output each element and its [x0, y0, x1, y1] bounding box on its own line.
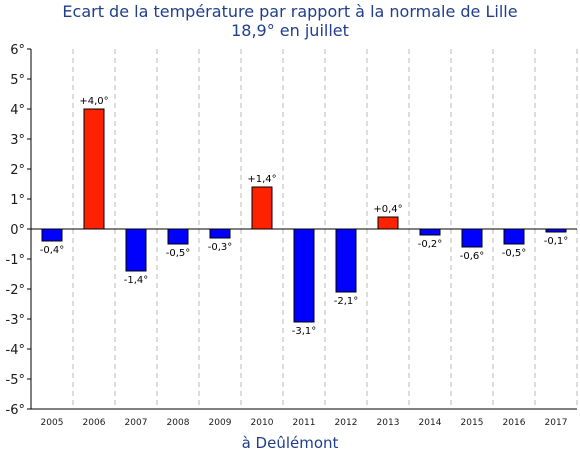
x-tick-label: 2013: [377, 418, 400, 428]
x-tick-label: 2007: [125, 418, 148, 428]
x-tick-label: 2009: [209, 418, 232, 428]
bar: [167, 228, 189, 245]
x-tick-label: 2010: [251, 418, 274, 428]
y-tick-label: 0°: [10, 223, 25, 238]
chart-subtitle: 18,9° en juillet: [231, 21, 349, 40]
data-label: -3,1°: [292, 326, 317, 337]
x-tick-label: 2012: [335, 418, 358, 428]
data-label: -2,1°: [334, 296, 359, 307]
y-tick-label: -3°: [6, 313, 25, 328]
data-label: -1,4°: [124, 275, 149, 286]
data-label: -0,3°: [208, 242, 233, 253]
x-tick-label: 2014: [419, 418, 442, 428]
bar: [377, 216, 399, 230]
y-tick-label: -4°: [6, 343, 25, 358]
y-tick-label: 4°: [10, 103, 25, 118]
bar: [125, 228, 147, 272]
x-tick-label: 2008: [167, 418, 190, 428]
data-label: +4,0°: [79, 96, 108, 107]
x-tick-label: 2016: [503, 418, 526, 428]
bar: [335, 228, 357, 293]
bar: [293, 228, 315, 323]
chart-title: Ecart de la température par rapport à la…: [62, 2, 518, 21]
bar: [461, 228, 483, 248]
x-tick-label: 2005: [41, 418, 64, 428]
y-tick-label: -1°: [6, 253, 25, 268]
bar: [251, 186, 273, 230]
x-tick-label: 2006: [83, 418, 106, 428]
data-label: -0,1°: [544, 236, 569, 247]
y-tick-label: -6°: [6, 403, 25, 418]
data-label: -0,5°: [502, 248, 527, 259]
y-tick-label: 6°: [10, 43, 25, 58]
data-label: +1,4°: [247, 174, 276, 185]
x-tick-label: 2011: [293, 418, 316, 428]
bar: [83, 108, 105, 230]
bar: [503, 228, 525, 245]
bar: [41, 228, 63, 242]
x-tick-label: 2017: [545, 418, 568, 428]
data-label: -0,5°: [166, 248, 191, 259]
x-tick-label: 2015: [461, 418, 484, 428]
data-label: -0,4°: [40, 245, 65, 256]
y-tick-label: 2°: [10, 163, 25, 178]
y-tick-label: 5°: [10, 73, 25, 88]
y-tick-label: 1°: [10, 193, 25, 208]
y-tick-label: 3°: [10, 133, 25, 148]
bar: [209, 228, 231, 239]
x-axis-label: à Deûlémont: [241, 434, 339, 452]
data-label: -0,6°: [460, 251, 485, 262]
bar: [419, 228, 441, 236]
data-label: +0,4°: [373, 204, 402, 215]
data-label: -0,2°: [418, 239, 443, 250]
y-tick-label: -5°: [6, 373, 25, 388]
y-tick-label: -2°: [6, 283, 25, 298]
